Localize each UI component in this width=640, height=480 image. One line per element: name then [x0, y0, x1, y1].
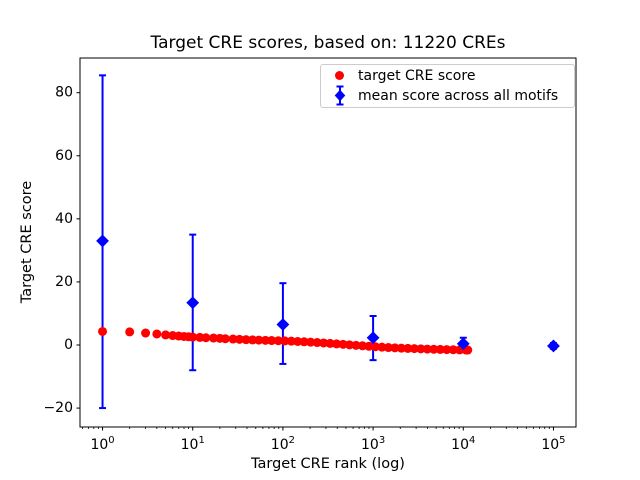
legend-item-mean-score: mean score across all motifs	[321, 85, 574, 106]
legend-label-target-score: target CRE score	[358, 67, 476, 84]
svg-text:101: 101	[181, 435, 205, 453]
blue-diamond-errorbar-icon	[321, 85, 358, 106]
legend-item-target-score: target CRE score	[321, 66, 574, 85]
svg-text:60: 60	[55, 148, 73, 164]
axes-frame	[79, 57, 577, 428]
svg-text:102: 102	[271, 435, 295, 453]
svg-text:20: 20	[55, 274, 73, 290]
target-score-series	[98, 326, 473, 355]
svg-text:0: 0	[64, 337, 73, 353]
x-axis-label: Target CRE rank (log)	[251, 456, 405, 472]
mean-score-markers	[96, 234, 560, 353]
svg-text:100: 100	[90, 435, 114, 453]
x-axis-minor-ticks	[82, 427, 550, 429]
chart-title: Target CRE scores, based on: 11220 CREs	[150, 33, 506, 53]
red-circle-marker-icon	[321, 71, 358, 80]
x-axis-ticks: 100 101 102 103 104 105	[90, 427, 566, 453]
y-axis-ticks: −20 0 20 40 60 80	[43, 85, 80, 416]
legend: target CRE score mean score across all m…	[320, 64, 575, 108]
svg-text:−20: −20	[43, 400, 73, 416]
svg-text:104: 104	[451, 435, 475, 453]
legend-label-mean-score: mean score across all motifs	[358, 87, 559, 104]
svg-text:80: 80	[55, 85, 73, 101]
mean-score-errorbars	[99, 74, 557, 410]
svg-text:105: 105	[541, 435, 565, 453]
svg-text:103: 103	[361, 435, 385, 453]
svg-text:40: 40	[55, 211, 73, 227]
